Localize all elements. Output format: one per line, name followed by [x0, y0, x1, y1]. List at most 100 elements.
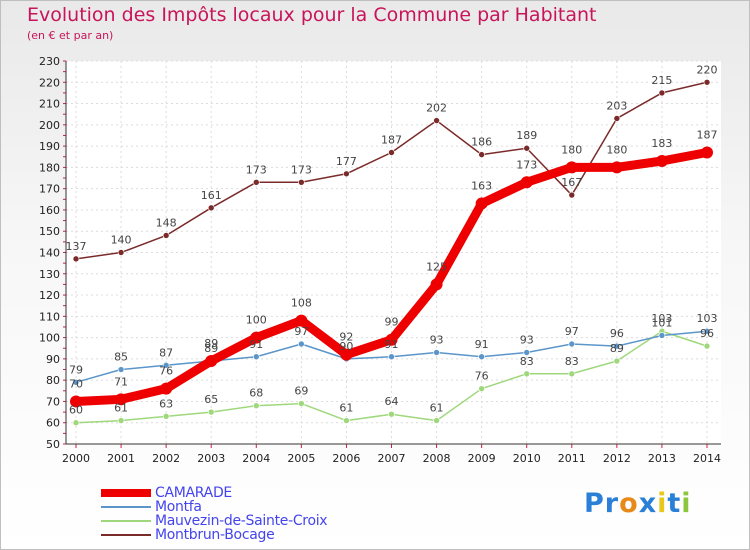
data-point [658, 332, 666, 339]
data-label: 215 [651, 74, 672, 87]
data-label: 90 [339, 340, 353, 353]
data-point [703, 342, 711, 350]
data-label: 89 [204, 337, 218, 350]
data-point [388, 353, 395, 361]
data-label: 137 [66, 240, 87, 253]
data-label: 97 [565, 325, 579, 338]
legend-swatch-montbrun [101, 534, 151, 536]
data-label: 76 [475, 370, 489, 383]
data-point [613, 342, 621, 350]
data-label: 61 [114, 402, 128, 415]
data-label: 76 [159, 365, 173, 378]
data-label: 63 [159, 397, 173, 410]
logo-letter: i [657, 488, 668, 519]
data-label: 103 [651, 312, 672, 325]
data-point [252, 402, 260, 410]
data-point [523, 370, 531, 378]
legend-swatch-montfa [101, 506, 151, 508]
data-point [433, 417, 440, 424]
data-label: 68 [249, 387, 263, 400]
data-point [298, 400, 305, 407]
data-label: 96 [610, 327, 624, 340]
y-tick-label: 140 [39, 247, 60, 260]
data-label: 189 [516, 129, 537, 142]
data-label: 91 [475, 338, 489, 351]
data-label: 64 [385, 395, 399, 408]
x-tick-label: 2009 [468, 452, 496, 465]
data-label: 220 [697, 63, 718, 76]
x-tick-label: 2003 [197, 452, 225, 465]
data-label: 71 [114, 375, 128, 388]
x-tick-label: 2011 [558, 452, 586, 465]
data-label: 61 [430, 402, 444, 415]
data-point [295, 314, 308, 327]
data-point [703, 78, 711, 86]
x-tick-label: 2004 [242, 452, 270, 465]
data-point [70, 395, 82, 408]
data-point [520, 176, 533, 189]
y-tick-label: 130 [39, 268, 60, 281]
y-tick-label: 110 [39, 310, 60, 323]
y-tick-label: 50 [46, 438, 60, 451]
data-point [160, 382, 173, 395]
y-tick-label: 120 [39, 289, 60, 302]
data-label: 167 [561, 176, 582, 189]
logo-letter: o [619, 488, 639, 519]
data-point [568, 370, 576, 378]
x-tick-label: 2006 [332, 452, 360, 465]
data-label: 89 [610, 342, 624, 355]
proxiti-logo: Proxiti [584, 488, 692, 519]
data-point [207, 204, 215, 212]
data-label: 83 [520, 355, 534, 368]
data-point [252, 353, 260, 361]
data-point [117, 366, 125, 373]
data-point [388, 410, 395, 418]
data-point [252, 178, 260, 186]
y-tick-label: 190 [39, 140, 60, 153]
logo-letter: P [584, 488, 605, 519]
data-label: 85 [114, 351, 128, 364]
y-tick-label: 220 [39, 76, 60, 89]
data-label: 60 [69, 404, 83, 417]
y-tick-label: 210 [39, 98, 60, 111]
legend-label-montfa: Montfa [155, 499, 202, 515]
data-label: 92 [339, 331, 353, 344]
data-label: 89 [204, 342, 218, 355]
legend-label-camarade: CAMARADE [155, 485, 232, 501]
data-label: 91 [385, 338, 399, 351]
legend-label-mauvezin: Mauvezin-de-Sainte-Croix [155, 513, 328, 529]
x-tick-label: 2005 [287, 452, 315, 465]
data-label: 180 [561, 143, 582, 156]
y-tick-label: 150 [39, 225, 60, 238]
data-point [523, 349, 531, 356]
data-point [162, 232, 170, 239]
data-label: 148 [156, 216, 177, 229]
data-label: 93 [520, 334, 534, 347]
data-label: 108 [291, 297, 312, 310]
data-label: 91 [249, 338, 263, 351]
y-tick-label: 70 [46, 395, 60, 408]
series-camarade [70, 146, 713, 408]
data-point [340, 348, 353, 361]
data-point [72, 378, 80, 386]
x-tick-label: 2014 [693, 452, 721, 465]
data-label: 173 [246, 163, 267, 176]
data-label: 79 [69, 363, 83, 376]
data-label: 103 [697, 312, 718, 325]
data-label: 65 [204, 393, 218, 406]
data-point [478, 353, 485, 361]
data-point [117, 249, 125, 256]
y-tick-label: 200 [39, 119, 60, 132]
data-point [568, 191, 576, 199]
data-point [162, 361, 170, 369]
x-tick-label: 2012 [603, 452, 631, 465]
legend-swatch-camarade [101, 489, 151, 497]
data-point [385, 333, 398, 346]
y-tick-label: 230 [39, 55, 60, 68]
data-point [250, 331, 263, 344]
data-label: 87 [159, 346, 173, 359]
data-point [655, 155, 668, 168]
legend-label-montbrun: Montbrun-Bocage [155, 527, 275, 543]
data-label: 69 [294, 385, 308, 398]
x-tick-label: 2001 [107, 452, 135, 465]
